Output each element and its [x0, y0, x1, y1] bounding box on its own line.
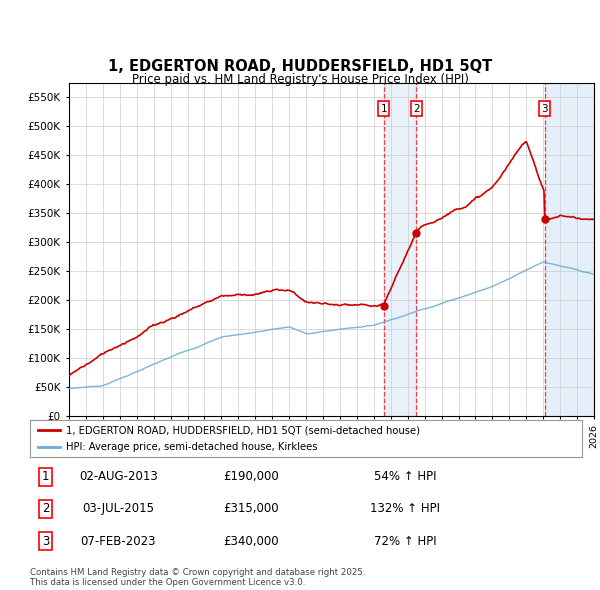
Text: 72% ↑ HPI: 72% ↑ HPI [374, 535, 437, 548]
Bar [384, 83, 416, 416]
Text: 2: 2 [42, 502, 49, 516]
Text: 3: 3 [42, 535, 49, 548]
Text: 03-JUL-2015: 03-JUL-2015 [82, 502, 154, 516]
Text: 1, EDGERTON ROAD, HUDDERSFIELD, HD1 5QT (semi-detached house): 1, EDGERTON ROAD, HUDDERSFIELD, HD1 5QT … [66, 425, 420, 435]
Text: 1: 1 [380, 104, 387, 114]
Text: 3: 3 [542, 104, 548, 114]
Text: Price paid vs. HM Land Registry's House Price Index (HPI): Price paid vs. HM Land Registry's House … [131, 73, 469, 86]
Text: 07-FEB-2023: 07-FEB-2023 [80, 535, 156, 548]
Text: £315,000: £315,000 [223, 502, 278, 516]
Text: 1, EDGERTON ROAD, HUDDERSFIELD, HD1 5QT: 1, EDGERTON ROAD, HUDDERSFIELD, HD1 5QT [108, 59, 492, 74]
Text: 132% ↑ HPI: 132% ↑ HPI [370, 502, 440, 516]
Text: HPI: Average price, semi-detached house, Kirklees: HPI: Average price, semi-detached house,… [66, 442, 317, 452]
Text: Contains HM Land Registry data © Crown copyright and database right 2025.
This d: Contains HM Land Registry data © Crown c… [30, 568, 365, 587]
Text: £190,000: £190,000 [223, 470, 278, 483]
Text: 02-AUG-2013: 02-AUG-2013 [79, 470, 158, 483]
Text: £340,000: £340,000 [223, 535, 278, 548]
Text: 1: 1 [42, 470, 49, 483]
Bar [545, 83, 594, 416]
Text: 54% ↑ HPI: 54% ↑ HPI [374, 470, 437, 483]
Text: 2: 2 [413, 104, 419, 114]
